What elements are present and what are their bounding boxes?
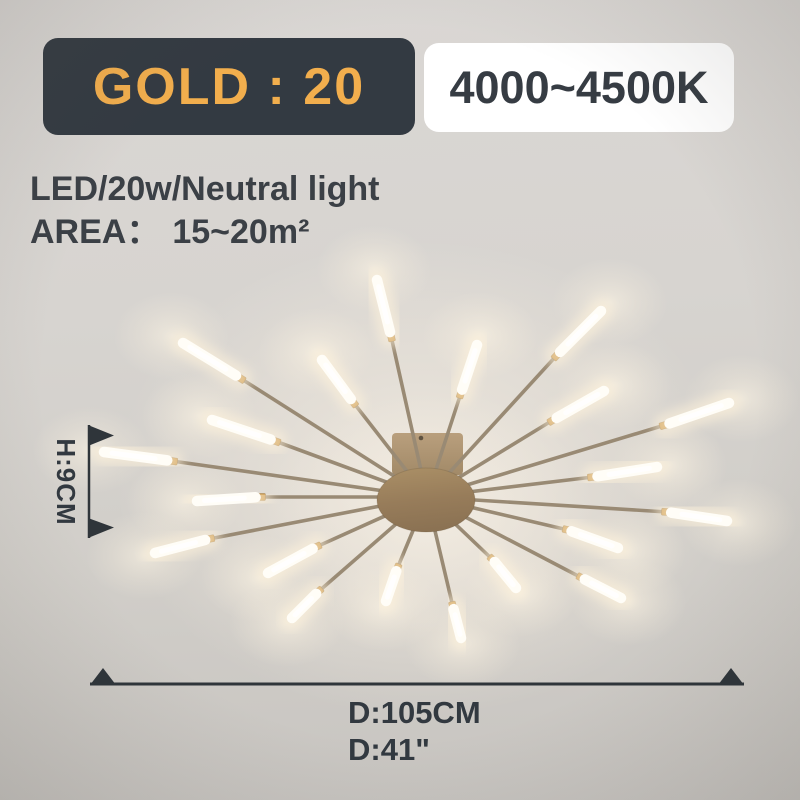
diameter-arrow-right [718,668,744,685]
diameter-arrow-left [90,668,116,685]
height-arrow-bottom [88,518,114,538]
height-arrow-top [88,425,114,446]
height-dimension-label: H:9CM [51,438,81,525]
height-dimension: H:9CM [51,425,114,538]
diameter-cm-label: D:105CM [348,695,481,730]
diameter-dimension: D:105CM D:41" [90,668,744,767]
diameter-inch-label: D:41" [348,732,430,767]
